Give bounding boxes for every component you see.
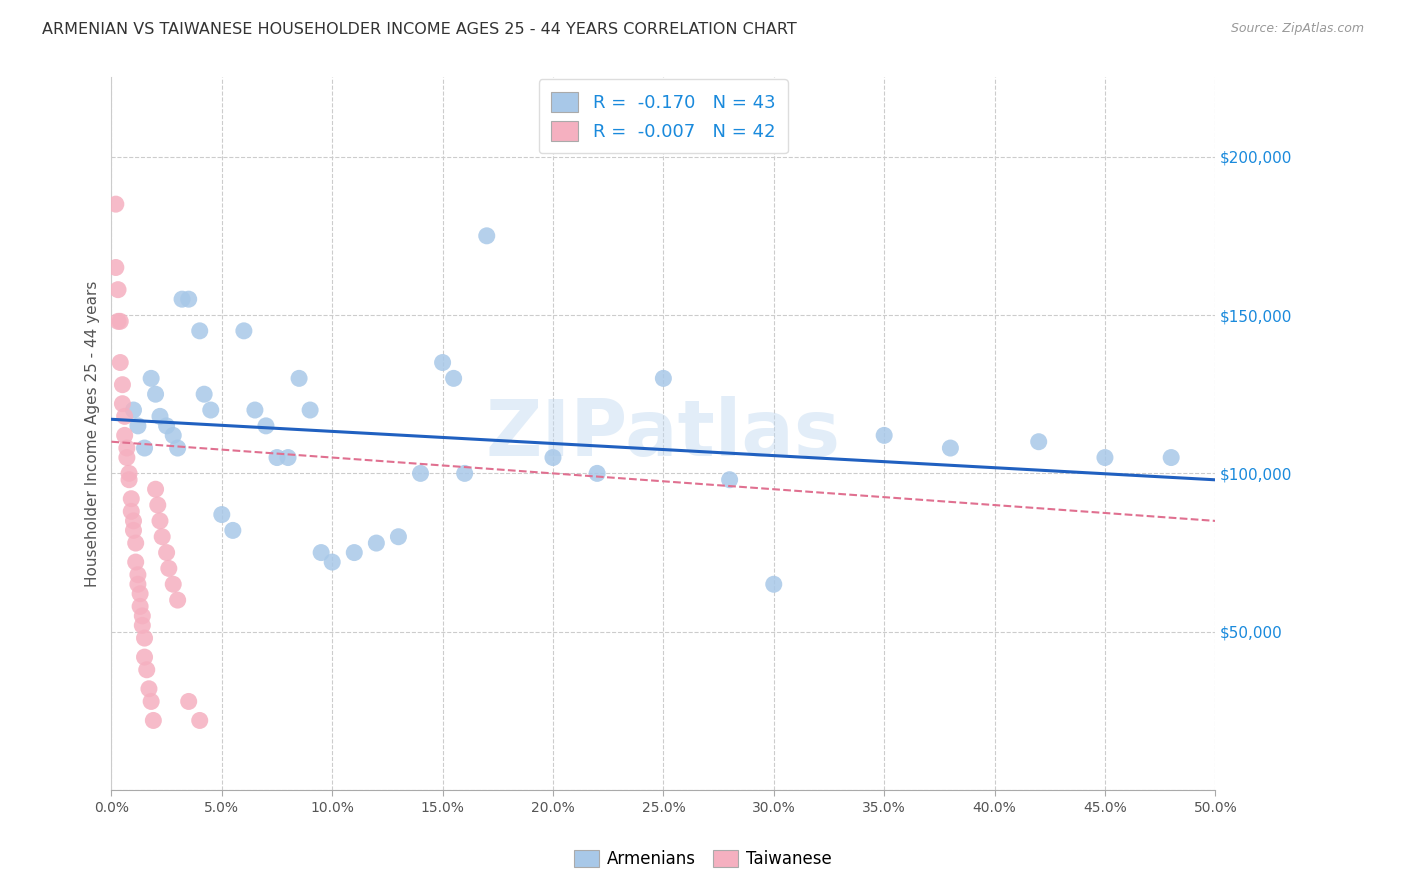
Point	[122, 403, 145, 417]
Point	[387, 530, 409, 544]
Point	[129, 599, 152, 614]
Point	[162, 577, 184, 591]
Point	[432, 355, 454, 369]
Point	[232, 324, 254, 338]
Point	[177, 694, 200, 708]
Point	[141, 694, 163, 708]
Point	[107, 283, 129, 297]
Point	[366, 536, 388, 550]
Point	[266, 450, 288, 465]
Point	[131, 609, 153, 624]
Point	[1094, 450, 1116, 465]
Point	[453, 467, 475, 481]
Legend: Armenians, Taiwanese: Armenians, Taiwanese	[567, 843, 839, 875]
Point	[122, 524, 145, 538]
Point	[409, 467, 432, 481]
Point	[652, 371, 675, 385]
Point	[138, 681, 160, 696]
Text: Source: ZipAtlas.com: Source: ZipAtlas.com	[1230, 22, 1364, 36]
Point	[149, 514, 172, 528]
Point	[243, 403, 266, 417]
Point	[321, 555, 343, 569]
Point	[114, 409, 136, 424]
Point	[129, 587, 152, 601]
Point	[177, 292, 200, 306]
Point	[166, 441, 188, 455]
Point	[443, 371, 465, 385]
Point	[125, 536, 148, 550]
Point	[150, 530, 173, 544]
Point	[157, 561, 180, 575]
Point	[120, 504, 142, 518]
Point	[188, 324, 211, 338]
Point	[118, 473, 141, 487]
Point	[155, 545, 177, 559]
Point	[134, 441, 156, 455]
Point	[343, 545, 366, 559]
Point	[142, 714, 165, 728]
Point	[115, 450, 138, 465]
Point	[141, 371, 163, 385]
Point	[288, 371, 311, 385]
Point	[110, 314, 132, 328]
Point	[127, 418, 149, 433]
Point	[170, 292, 193, 306]
Point	[107, 314, 129, 328]
Point	[146, 498, 169, 512]
Point	[211, 508, 233, 522]
Point	[193, 387, 215, 401]
Point	[309, 545, 332, 559]
Point	[127, 577, 149, 591]
Y-axis label: Householder Income Ages 25 - 44 years: Householder Income Ages 25 - 44 years	[86, 281, 100, 587]
Point	[135, 663, 157, 677]
Point	[114, 428, 136, 442]
Point	[145, 482, 167, 496]
Point	[115, 441, 138, 455]
Point	[111, 377, 134, 392]
Point	[162, 428, 184, 442]
Point	[120, 491, 142, 506]
Point	[541, 450, 564, 465]
Point	[125, 555, 148, 569]
Point	[475, 228, 498, 243]
Point	[1160, 450, 1182, 465]
Point	[222, 524, 245, 538]
Point	[104, 197, 127, 211]
Point	[254, 418, 277, 433]
Point	[586, 467, 609, 481]
Point	[122, 514, 145, 528]
Point	[111, 397, 134, 411]
Text: ARMENIAN VS TAIWANESE HOUSEHOLDER INCOME AGES 25 - 44 YEARS CORRELATION CHART: ARMENIAN VS TAIWANESE HOUSEHOLDER INCOME…	[42, 22, 797, 37]
Point	[110, 355, 132, 369]
Point	[1028, 434, 1050, 449]
Point	[299, 403, 322, 417]
Point	[718, 473, 741, 487]
Point	[134, 631, 156, 645]
Point	[155, 418, 177, 433]
Point	[277, 450, 299, 465]
Point	[134, 650, 156, 665]
Point	[939, 441, 962, 455]
Point	[118, 467, 141, 481]
Legend: R =  -0.170   N = 43, R =  -0.007   N = 42: R = -0.170 N = 43, R = -0.007 N = 42	[538, 79, 789, 153]
Point	[166, 593, 188, 607]
Point	[762, 577, 785, 591]
Point	[127, 567, 149, 582]
Point	[131, 618, 153, 632]
Point	[145, 387, 167, 401]
Point	[149, 409, 172, 424]
Point	[104, 260, 127, 275]
Text: ZIPatlas: ZIPatlas	[486, 396, 841, 472]
Point	[200, 403, 222, 417]
Point	[188, 714, 211, 728]
Point	[873, 428, 896, 442]
